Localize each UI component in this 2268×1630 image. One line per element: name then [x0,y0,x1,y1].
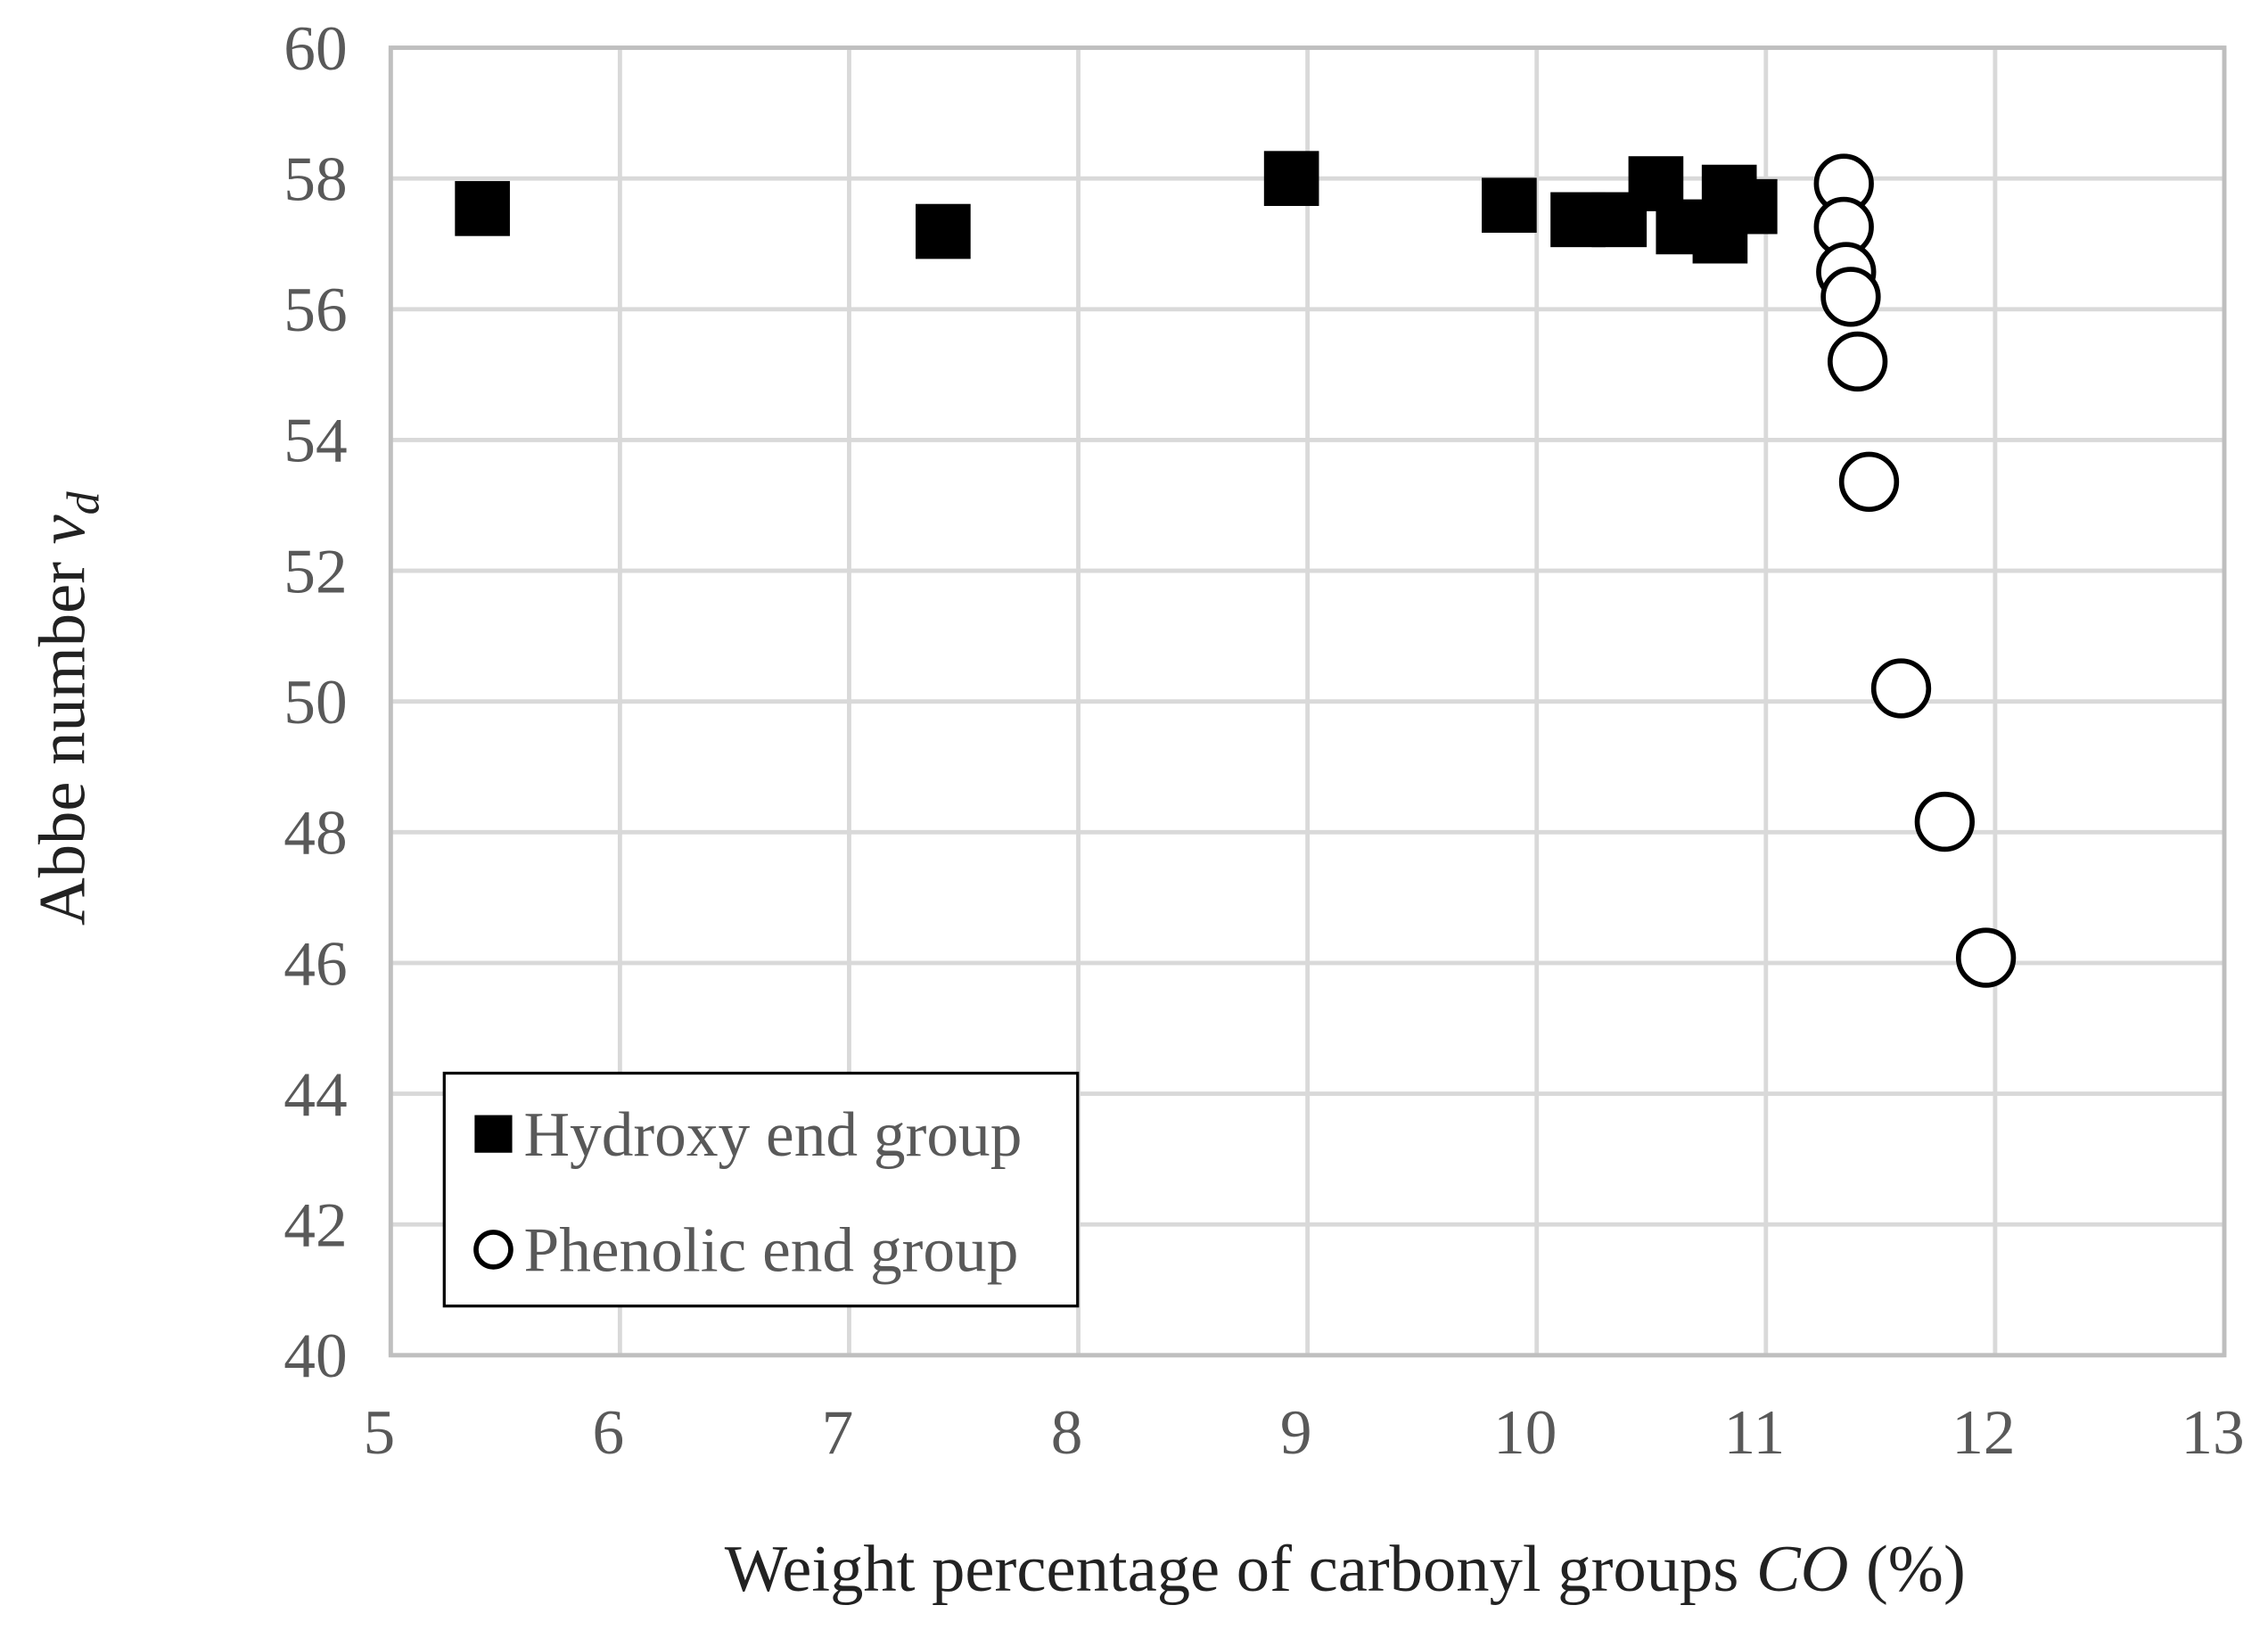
point [1914,791,1976,852]
x-tick-label: 12 [1952,1397,2015,1468]
y-tick-label: 50 [284,667,347,737]
point [1870,658,1932,719]
x-label-unit: (%) [1866,1533,1966,1606]
marks [455,151,2017,988]
point [1827,331,1888,392]
plot-frame [388,45,2227,1358]
legend-marker [474,1115,513,1153]
y-axis-label: Abbe number vd [26,490,109,926]
y-tick-label: 44 [284,1059,347,1130]
y-tick-label: 46 [284,928,347,999]
y-tick-label: 56 [284,275,347,345]
x-tick-label: 9 [1280,1397,1312,1468]
y-label-subscript: d [59,490,110,515]
legend-box [442,1071,1080,1308]
point [455,181,510,236]
legend-label: Hydroxy end group [524,1099,1023,1170]
x-label-symbol: CO [1756,1533,1849,1606]
y-tick-label: 60 [284,13,347,84]
x-tick-label: 10 [1493,1397,1557,1468]
x-tick-label: 13 [2181,1397,2244,1468]
point [1838,451,1900,512]
y-label-text: Abbe number [26,562,99,926]
legend-label: Phenolic end group [524,1215,1019,1286]
y-label-symbol: v [26,515,99,545]
point [1955,927,2017,988]
legend-marker [473,1230,514,1270]
y-tick-label: 40 [284,1321,347,1391]
point [1482,177,1537,234]
x-tick-label: 11 [1723,1397,1785,1468]
y-tick-label: 48 [284,798,347,869]
x-label-text: Weight percentage of carbonyl groups [725,1533,1739,1606]
x-tick-label: 6 [593,1397,625,1468]
y-tick-label: 42 [284,1190,347,1261]
x-axis-label: Weight percentage of carbonyl groups CO (%… [725,1533,1966,1606]
x-tick-label: 5 [363,1397,395,1468]
point [1722,178,1778,235]
x-tick-label: 8 [1051,1397,1083,1468]
y-tick-label: 58 [284,144,347,214]
legend: Hydroxy end group Phenolic end group [442,1071,1080,1308]
y-tick-label: 54 [284,406,347,476]
x-tick-label: 7 [822,1397,854,1468]
y-tick-label: 52 [284,536,347,606]
point [1820,267,1881,327]
point [1263,151,1319,206]
point [916,203,971,259]
